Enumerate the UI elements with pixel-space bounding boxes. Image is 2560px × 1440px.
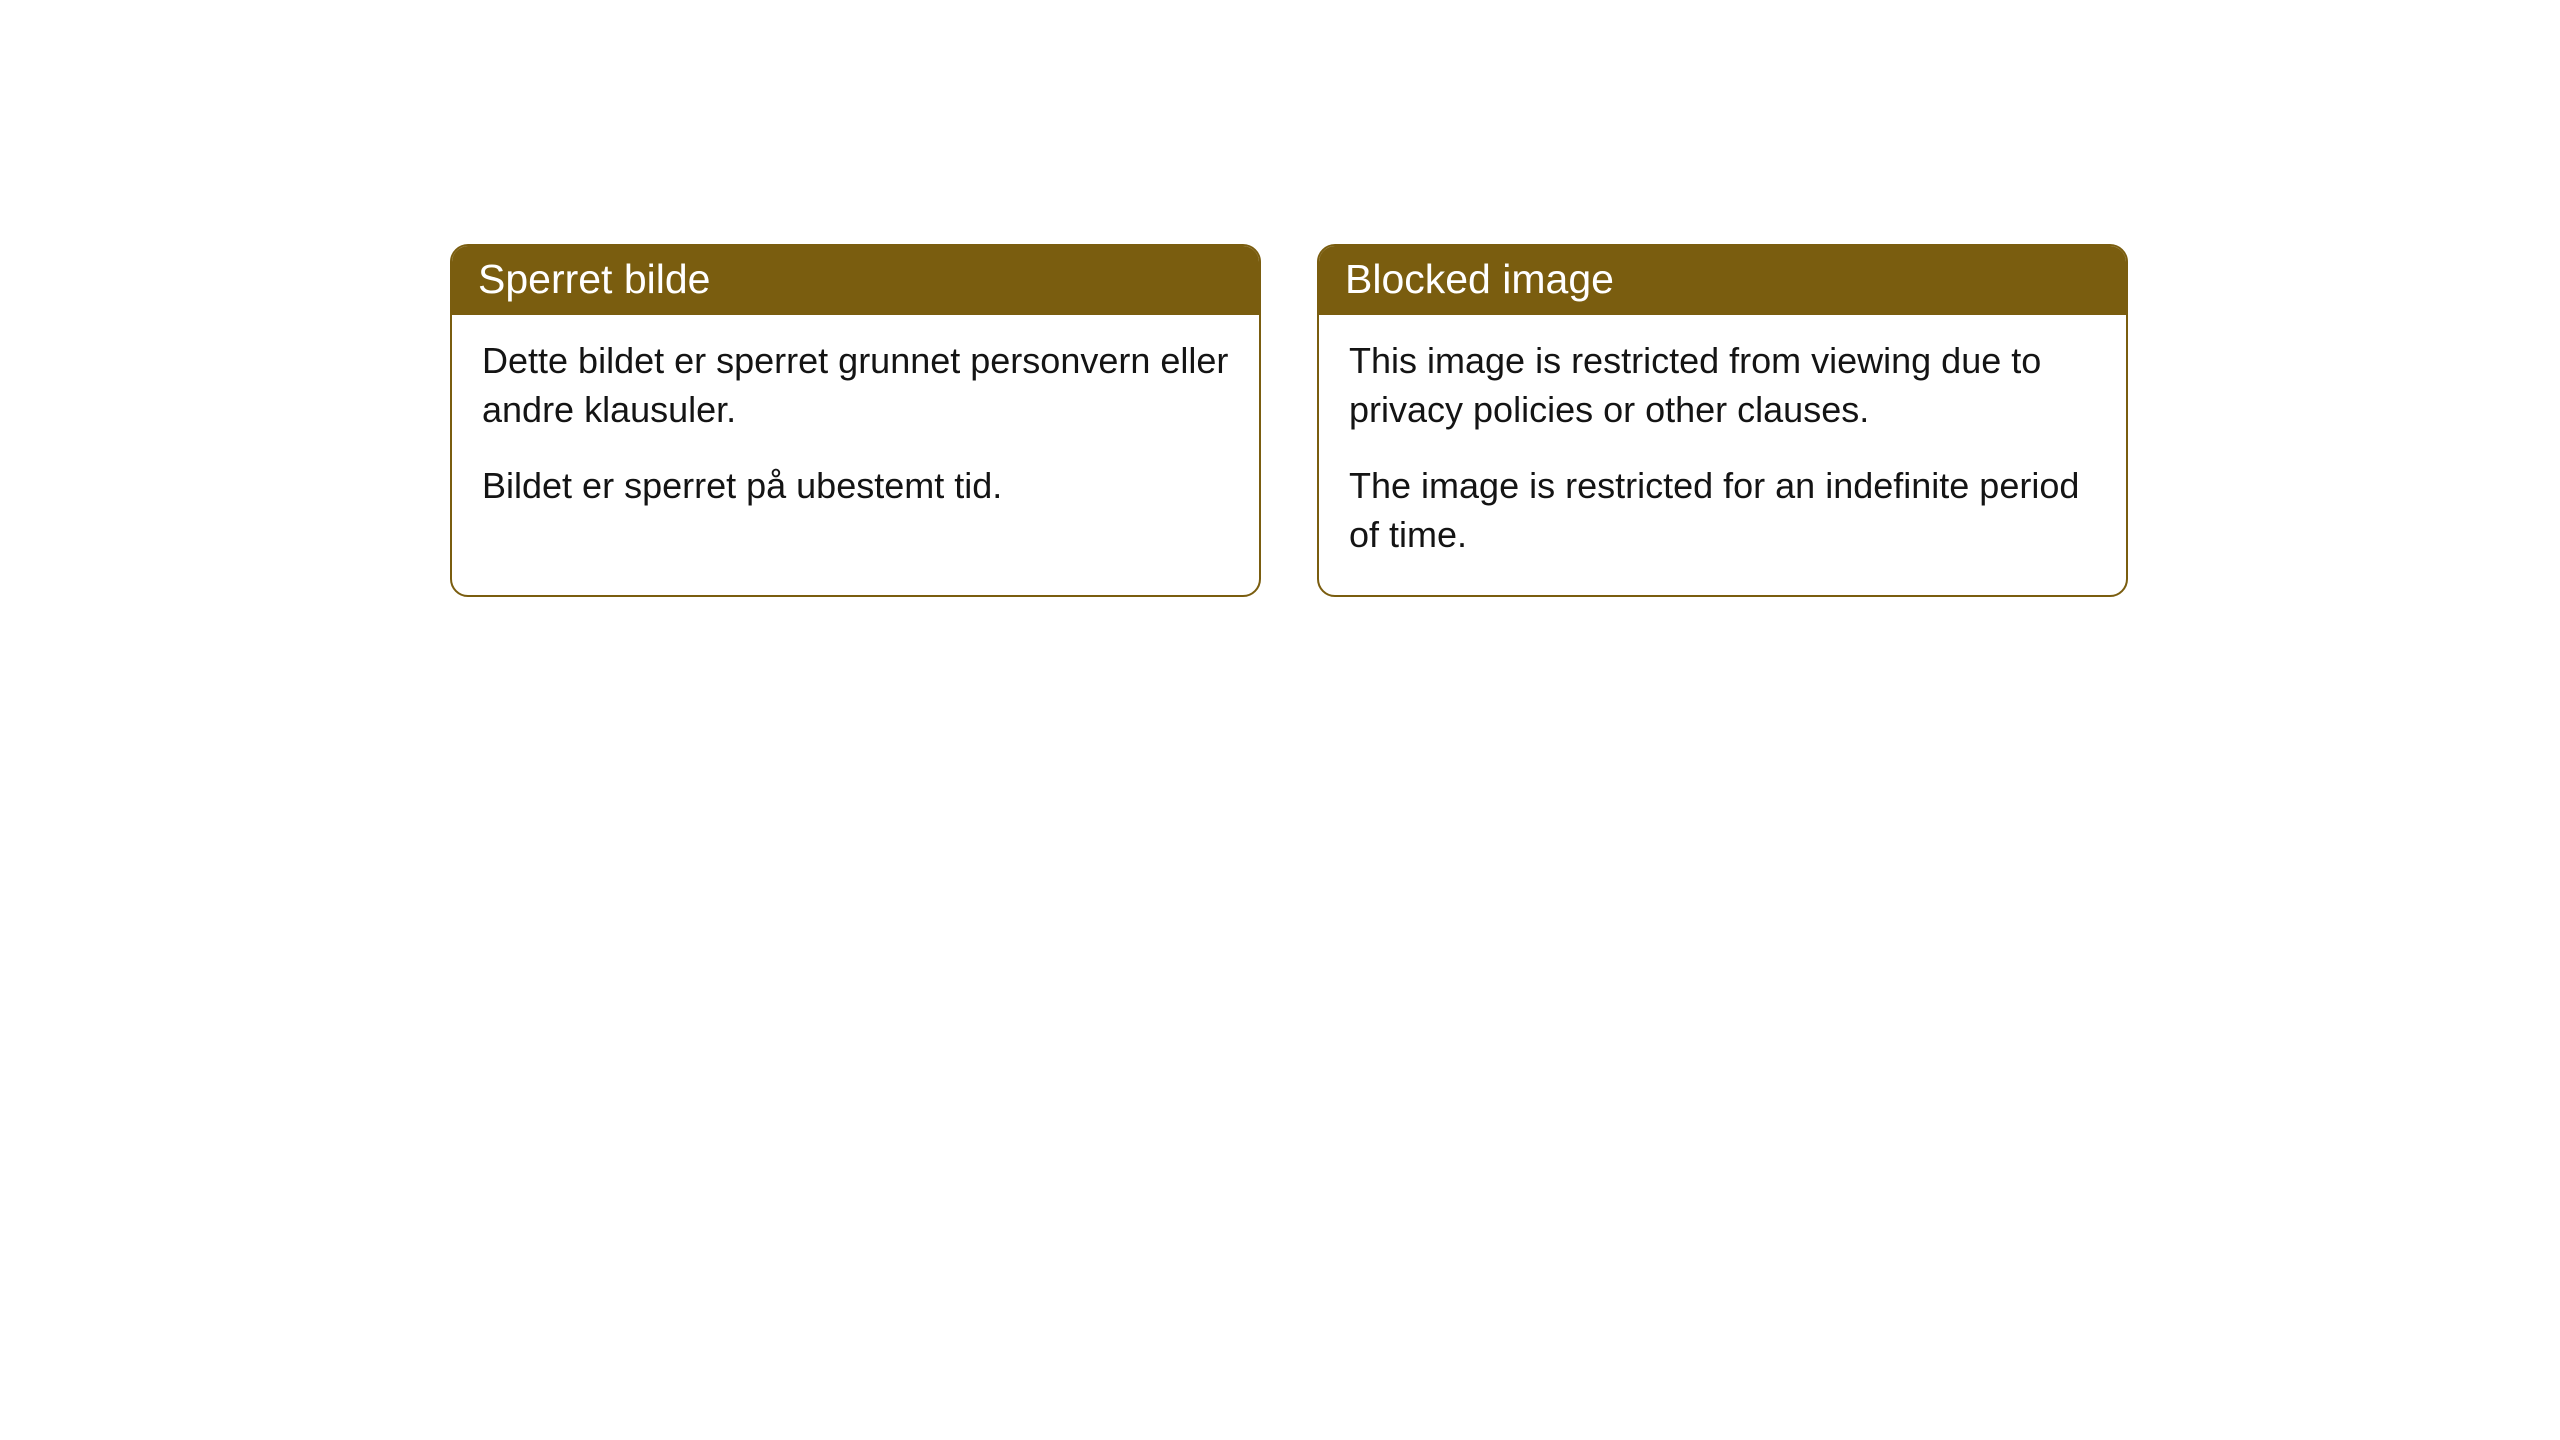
notice-paragraph: Dette bildet er sperret grunnet personve… [482,337,1229,434]
notice-paragraph: This image is restricted from viewing du… [1349,337,2096,434]
notice-body-english: This image is restricted from viewing du… [1319,315,2126,595]
notice-paragraph: The image is restricted for an indefinit… [1349,462,2096,559]
notice-container: Sperret bilde Dette bildet er sperret gr… [450,244,2128,597]
notice-card-norwegian: Sperret bilde Dette bildet er sperret gr… [450,244,1261,597]
notice-paragraph: Bildet er sperret på ubestemt tid. [482,462,1229,511]
notice-card-english: Blocked image This image is restricted f… [1317,244,2128,597]
notice-header-norwegian: Sperret bilde [452,246,1259,315]
notice-body-norwegian: Dette bildet er sperret grunnet personve… [452,315,1259,547]
notice-header-english: Blocked image [1319,246,2126,315]
